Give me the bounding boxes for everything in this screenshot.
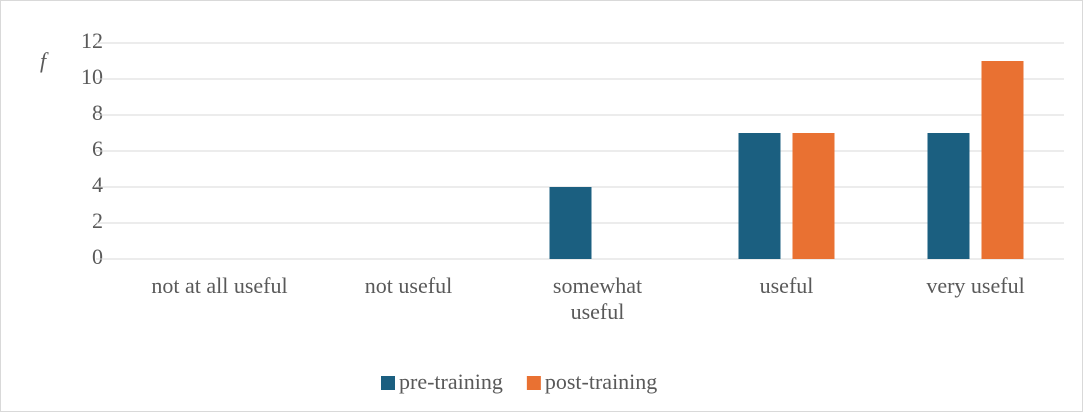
y-tick-label: 0 [92, 244, 103, 269]
x-tick-label: somewhat useful [552, 273, 643, 324]
y-tick-label: 6 [92, 136, 103, 161]
y-tick-label: 10 [81, 64, 103, 89]
legend-swatch [381, 376, 395, 390]
legend-label: post-training [545, 369, 657, 394]
x-tick-label: very useful [926, 273, 1025, 298]
bar [549, 187, 592, 259]
legend-swatch [526, 376, 541, 390]
y-tick-label: 2 [92, 208, 103, 233]
bar [738, 133, 781, 259]
bar [981, 61, 1024, 259]
y-tick-label: 4 [92, 172, 103, 197]
x-tick-label: not at all useful [151, 273, 288, 298]
y-axis-label: f [40, 48, 49, 73]
x-tick-label: useful [759, 273, 814, 298]
legend-label: pre-training [399, 369, 503, 394]
y-tick-label: 12 [81, 28, 103, 53]
bar [927, 133, 970, 259]
y-tick-label: 8 [92, 100, 103, 125]
x-tick-label: not useful [364, 273, 453, 298]
bar [792, 133, 835, 259]
